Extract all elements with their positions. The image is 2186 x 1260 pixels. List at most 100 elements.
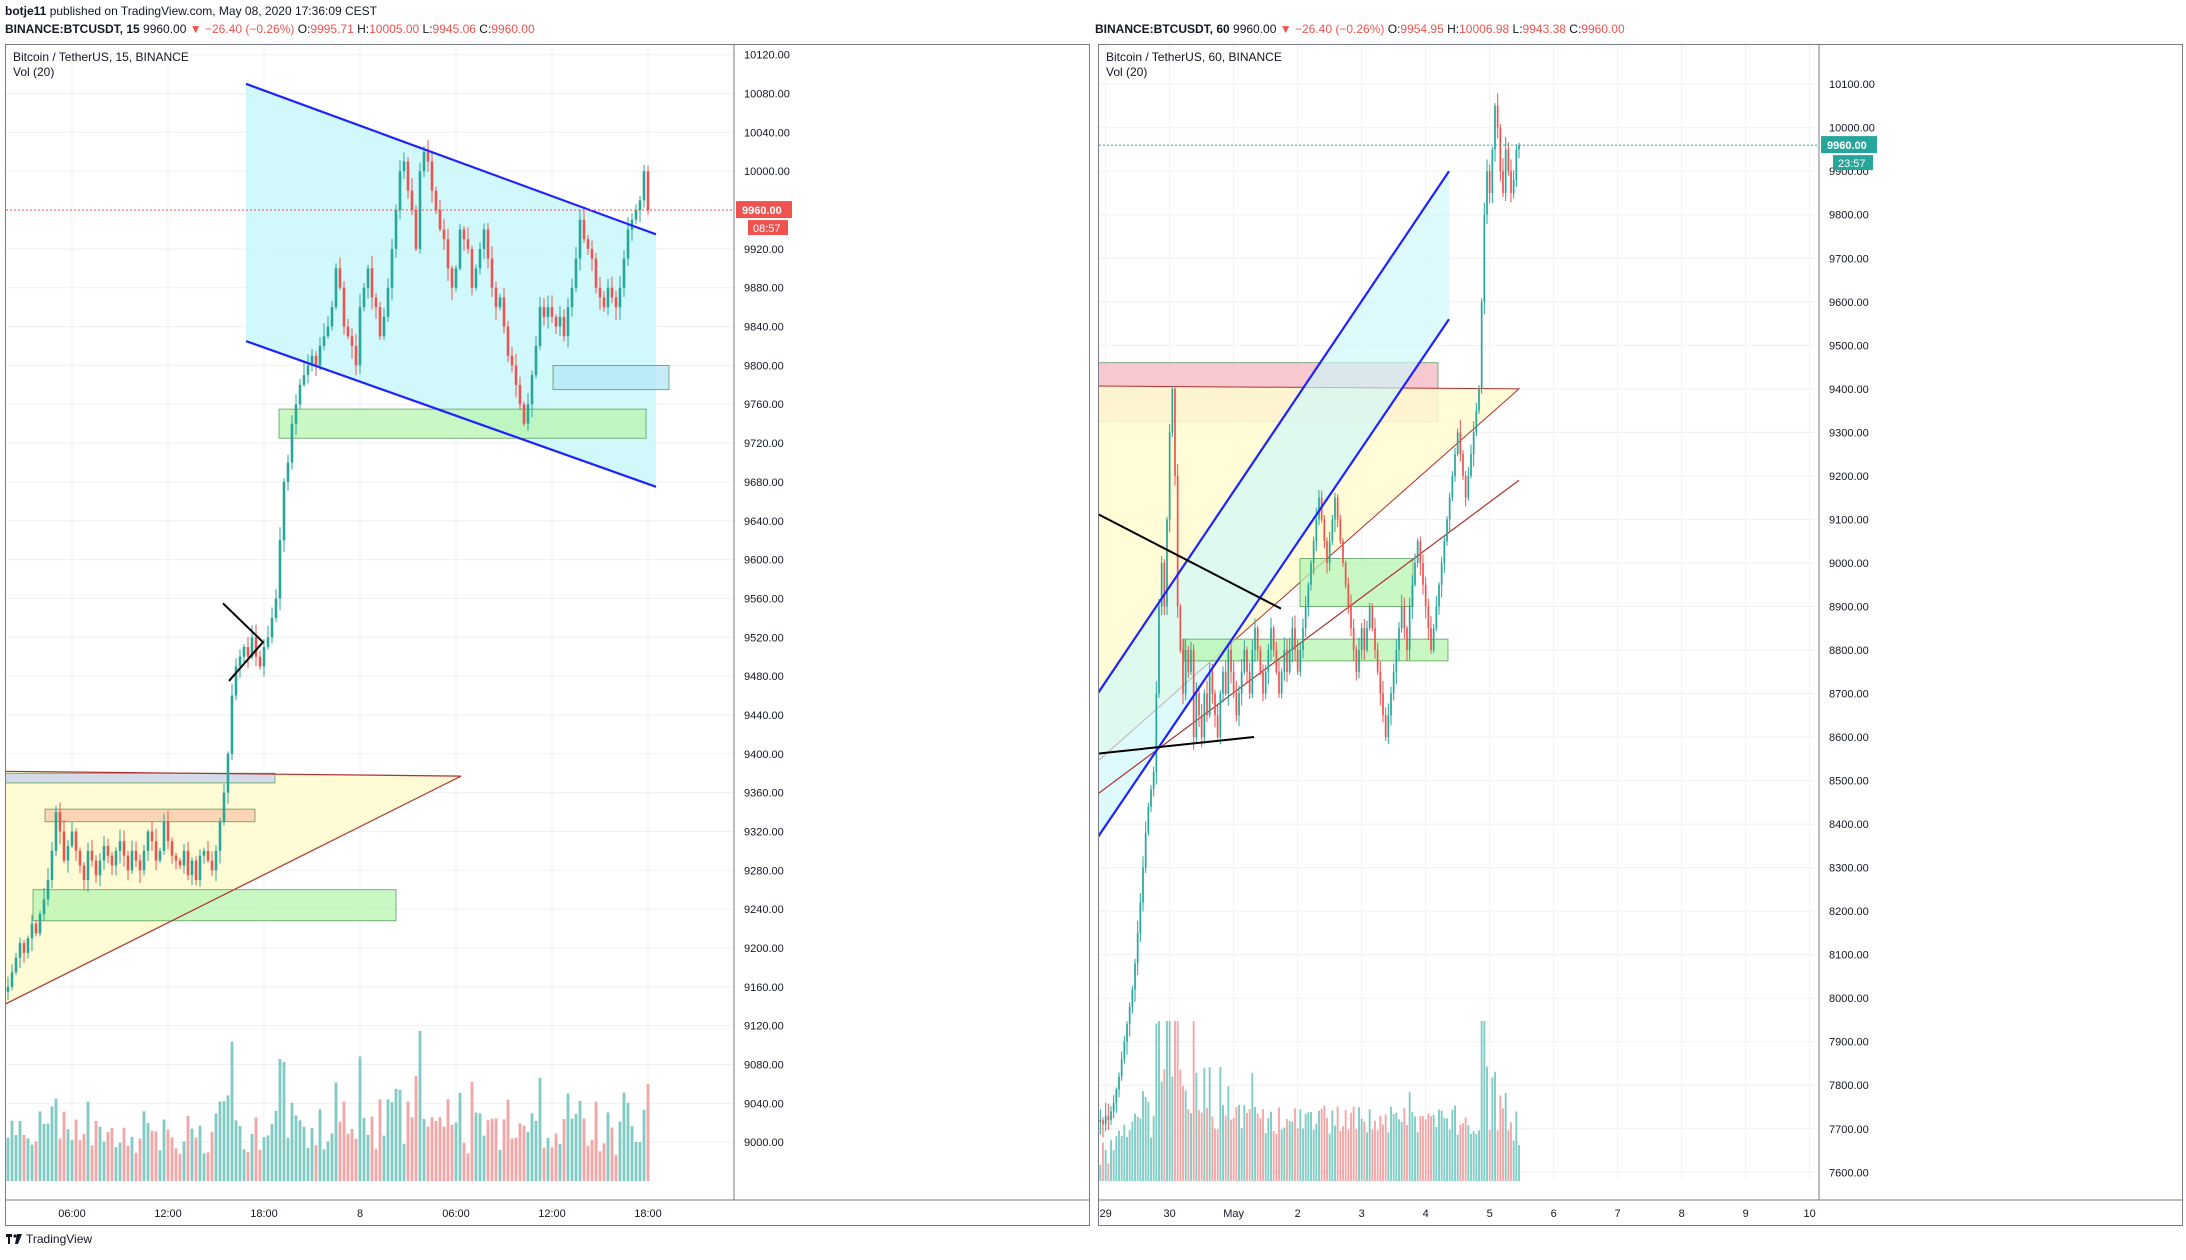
volume-bar — [1475, 1133, 1478, 1181]
volume-bar — [142, 1111, 146, 1181]
volume-bar — [1102, 1142, 1104, 1181]
volume-bar — [614, 1154, 618, 1181]
volume-bar — [1331, 1110, 1334, 1181]
left-low: 9945.06 — [432, 22, 476, 36]
price-tick-label: 8400.00 — [1829, 819, 1869, 831]
candle-body — [554, 316, 558, 327]
candle-body — [1384, 715, 1387, 738]
price-tick-label: 8300.00 — [1829, 863, 1869, 875]
volume-bar — [1176, 1021, 1179, 1181]
candle-body — [378, 307, 382, 337]
left-chart-panel[interactable]: 9000.00 9040.00 9080.00 9120.00 9160.00 9200.… — [5, 44, 1090, 1226]
candle-body — [1427, 606, 1430, 629]
volume-bar — [1174, 1021, 1176, 1181]
right-chart-svg[interactable]: 7600.00 7700.00 7800.00 7900.00 8000.00 8100.… — [1099, 45, 2182, 1225]
price-tick-label: 9080.00 — [744, 1059, 784, 1071]
candle-body — [510, 355, 514, 366]
candle-body — [1368, 606, 1371, 629]
volume-bar — [426, 1126, 430, 1181]
volume-bar — [126, 1145, 130, 1181]
volume-bar — [1392, 1114, 1395, 1181]
candle-body — [1099, 1120, 1102, 1123]
candle-body — [1187, 649, 1190, 672]
footer-brand[interactable]: TradingView — [26, 1232, 93, 1246]
candle-body — [1254, 628, 1256, 650]
candle-body — [1312, 541, 1315, 563]
volume-bar — [1344, 1110, 1347, 1181]
volume-bar — [1259, 1118, 1262, 1181]
candle-body — [642, 171, 646, 201]
candle-body — [1438, 584, 1440, 607]
volume-bar — [1427, 1113, 1430, 1181]
volume-bar — [190, 1128, 194, 1181]
candle-body — [258, 656, 262, 667]
volume-bar — [58, 1138, 62, 1181]
candle-body — [1118, 1076, 1120, 1090]
candle-body — [1166, 519, 1168, 607]
candle-body — [1454, 454, 1456, 476]
candle-body — [106, 846, 110, 856]
volume-bar — [62, 1111, 66, 1181]
price-tick-label: 9760.00 — [744, 399, 784, 411]
right-h-label: H: — [1447, 22, 1460, 36]
volume-bar — [1118, 1130, 1120, 1181]
candle-body — [1483, 214, 1486, 302]
right-ohlc-header: BINANCE:BTCUSDT, 60 9960.00 ▼ −26.40 (−0… — [1095, 22, 1625, 36]
candle-body — [1216, 715, 1219, 738]
candle-body — [1400, 606, 1403, 629]
candle-body — [1259, 649, 1262, 672]
price-tick-label: 10040.00 — [744, 127, 790, 139]
time-tick-label: 7 — [1615, 1208, 1621, 1220]
volume-bar — [394, 1088, 398, 1181]
candle-body — [26, 938, 30, 953]
volume-bar — [1387, 1132, 1390, 1181]
left-c-label: C: — [479, 22, 492, 36]
candle-body — [362, 287, 366, 308]
candle-body — [38, 913, 42, 934]
volume-bar — [1366, 1132, 1368, 1181]
volume-bar — [1302, 1128, 1304, 1181]
candle-body — [54, 812, 58, 851]
volume-bar — [418, 1031, 422, 1181]
candle-body — [634, 210, 638, 220]
publisher-name[interactable]: botje11 — [5, 4, 47, 18]
candle-body — [318, 345, 322, 366]
volume-bar — [382, 1135, 386, 1181]
volume-bar — [378, 1099, 382, 1181]
candle-body — [1382, 693, 1384, 716]
price-tick-label: 9640.00 — [744, 516, 784, 528]
price-tick-label: 9360.00 — [744, 788, 784, 800]
left-chart-svg[interactable]: 9000.00 9040.00 9080.00 9120.00 9160.00 9200.… — [6, 45, 1089, 1225]
volume-bar — [430, 1117, 434, 1181]
candle-body — [1238, 693, 1240, 716]
candle-body — [530, 375, 534, 405]
candle-body — [490, 258, 494, 288]
candle-body — [1120, 1059, 1123, 1077]
candle-body — [442, 229, 446, 240]
candle-body — [1262, 671, 1264, 694]
candle-body — [550, 307, 554, 317]
volume-bar — [1104, 1149, 1107, 1181]
volume-bar — [462, 1142, 466, 1181]
volume-bar — [222, 1101, 226, 1181]
candle-body — [314, 355, 318, 366]
volume-bar — [1195, 1072, 1198, 1181]
candle-body — [1115, 1089, 1118, 1103]
volume-bar — [1494, 1071, 1496, 1181]
volume-bar — [1515, 1111, 1518, 1181]
candle-body — [386, 287, 390, 317]
candle-body — [1376, 649, 1379, 672]
volume-bar — [530, 1113, 534, 1181]
right-chart-panel[interactable]: 7600.00 7700.00 7800.00 7900.00 8000.00 8100.… — [1098, 44, 2183, 1226]
candle-body — [1323, 519, 1326, 542]
candle-body — [1464, 475, 1467, 498]
volume-bar — [518, 1123, 522, 1181]
volume-bar — [1430, 1116, 1432, 1181]
volume-bar — [1256, 1113, 1259, 1181]
candle-body — [478, 248, 482, 269]
volume-bar — [638, 1142, 642, 1181]
candle-body — [234, 666, 238, 696]
candle-body — [1462, 454, 1464, 476]
price-tick-label: 9500.00 — [1829, 340, 1869, 352]
candle-body — [134, 850, 138, 861]
